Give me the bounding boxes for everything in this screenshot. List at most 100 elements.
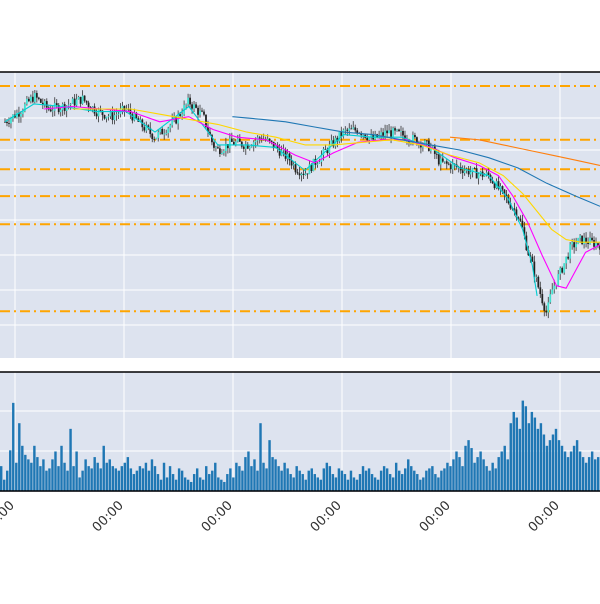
candle-body [117, 113, 120, 115]
candle-body [310, 164, 313, 172]
volume-bar [117, 470, 121, 491]
candle-body [185, 104, 187, 106]
candle-body [37, 97, 40, 99]
volume-bar [189, 481, 193, 491]
volume-bar [416, 474, 419, 491]
candle-body [244, 144, 247, 149]
volume-bar [569, 451, 573, 491]
volume-bar [57, 466, 60, 491]
candle-body [521, 220, 524, 228]
volume-bar [575, 440, 579, 491]
volume-bar [328, 466, 332, 491]
candle-body [147, 125, 150, 128]
candle-body [6, 121, 8, 124]
candle-body [557, 274, 560, 286]
volume-bar [280, 470, 283, 491]
candle-body [207, 127, 209, 132]
candle-body [386, 130, 388, 134]
candle-body [388, 130, 390, 134]
volume-bar [286, 468, 289, 491]
volume-bar [229, 468, 232, 491]
candle-body [501, 186, 504, 190]
volume-bar [96, 462, 99, 491]
candle-body [509, 203, 512, 209]
candle-body [282, 149, 285, 151]
volume-bar [509, 423, 512, 491]
candle-body [322, 148, 325, 155]
volume-bar [277, 466, 280, 491]
volume-bar [503, 445, 506, 491]
candle-body [290, 160, 293, 166]
volume-bar [268, 440, 271, 491]
volume-bar [75, 451, 78, 491]
candle-body [308, 164, 311, 175]
candle-body [151, 133, 154, 140]
candle-body [539, 287, 542, 295]
candle-body [274, 144, 277, 149]
volume-bar [15, 462, 18, 491]
candle-body [471, 168, 474, 173]
volume-bar [551, 434, 555, 491]
candle-body [503, 189, 506, 195]
candle-body [18, 112, 20, 117]
volume-bar [18, 423, 21, 491]
volume-bar [410, 466, 413, 491]
candle-body [547, 302, 550, 313]
volume-bar [283, 462, 286, 491]
volume-bar [346, 479, 350, 491]
candle-body [384, 130, 386, 136]
volume-bar [195, 468, 199, 491]
volume-bar [123, 462, 127, 491]
volume-bar [379, 470, 383, 491]
volume-bar [340, 470, 344, 491]
volume-bar [78, 477, 81, 491]
candle-body [65, 105, 68, 111]
candle-body [77, 96, 80, 100]
candle-body [39, 98, 42, 103]
candle-body [268, 138, 271, 141]
candle-body [97, 109, 100, 117]
moving-average-line-4 [232, 116, 600, 207]
candle-body [414, 135, 416, 138]
candle-body [49, 109, 52, 112]
volume-bar [6, 470, 9, 491]
volume-bar [180, 470, 184, 491]
candle-body [485, 172, 488, 175]
candle-body [99, 109, 102, 111]
volume-bar [358, 474, 362, 491]
candle-body [258, 137, 261, 139]
volume-bar [84, 459, 87, 491]
volume-bar [105, 462, 108, 491]
candle-body [591, 237, 593, 241]
candle-body [191, 104, 193, 109]
volume-bar [186, 479, 190, 491]
volume-bar [578, 451, 582, 491]
candle-body [25, 98, 28, 105]
candle-body [83, 95, 86, 101]
candle-body [487, 172, 490, 176]
candle-body [71, 98, 74, 104]
volume-bar [108, 459, 111, 491]
volume-bar [135, 470, 139, 491]
candle-body [238, 138, 241, 142]
candle-body [443, 161, 446, 163]
candle-body [41, 102, 44, 105]
candle-body [344, 129, 347, 131]
candle-body [551, 289, 554, 295]
candle-body [109, 112, 112, 117]
volume-bar [202, 479, 205, 491]
volume-bar [584, 462, 588, 491]
volume-bar [138, 466, 142, 491]
candle-body [579, 235, 582, 239]
candle-body [169, 125, 172, 129]
volume-bar [494, 468, 497, 491]
volume-bar [539, 423, 543, 491]
volume-bar [391, 477, 395, 491]
candle-body [254, 140, 257, 143]
candle-body [402, 130, 404, 136]
candle-body [479, 171, 482, 175]
volume-bar [36, 457, 39, 491]
candle-body [81, 95, 84, 104]
price-panel [0, 71, 600, 358]
